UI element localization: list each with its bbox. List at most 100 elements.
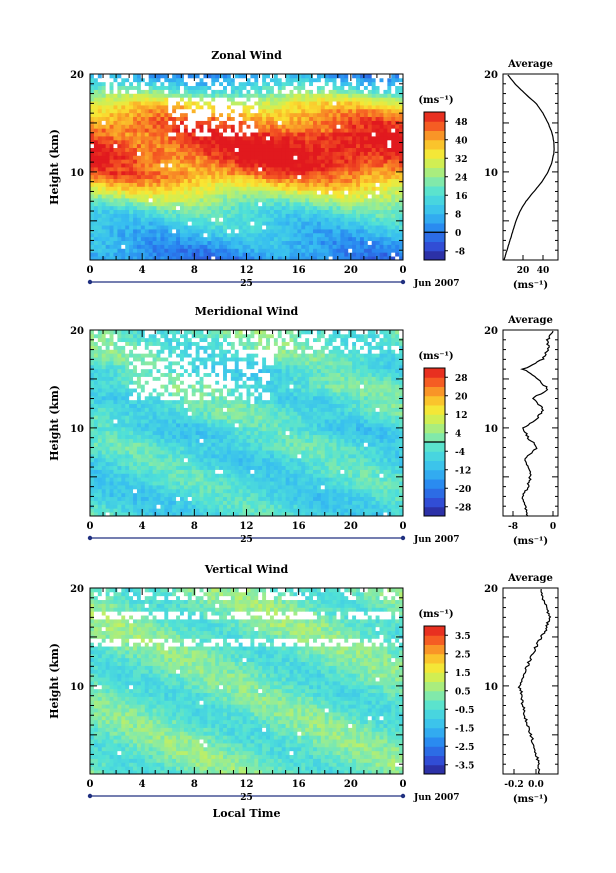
date-bar-start <box>87 279 93 285</box>
y-axis-label: Height (km) <box>48 129 61 205</box>
colorbar-tick-label: 40 <box>455 136 468 146</box>
colorbar-tick-label: 0 <box>455 229 461 239</box>
colorbar-frame <box>423 625 446 775</box>
date-bar-start <box>87 535 93 541</box>
average-panel: Average 10 20 20 40 (ms⁻¹) <box>484 59 559 291</box>
colorbar-tick-label: -20 <box>455 485 471 495</box>
colorbar-unit: (ms⁻¹) <box>418 95 453 106</box>
x-tick-label: 20 <box>344 521 358 532</box>
avg-y-tick-label: 10 <box>484 168 498 179</box>
x-tick-label: 0 <box>400 779 407 790</box>
date-label: Jun 2007 <box>413 793 460 803</box>
avg-y-tick-label: 20 <box>484 584 498 595</box>
avg-x-tick-label: -0.2 <box>504 780 523 790</box>
heatmap-cells <box>90 330 404 517</box>
colorbar-tick-label: -4 <box>455 448 465 458</box>
average-frame <box>502 73 559 261</box>
colorbar-tick-label: 8 <box>455 210 461 220</box>
average-profile-line <box>517 588 552 775</box>
colorbar-tick-label: 20 <box>455 392 468 402</box>
colorbar-tick-label: 2.5 <box>455 650 471 660</box>
avg-x-tick-label: 0 <box>550 522 556 532</box>
x-tick-label: 16 <box>292 521 306 532</box>
x-tick-label: 4 <box>139 521 146 532</box>
colorbar-frame <box>423 111 446 261</box>
x-tick-label: 12 <box>240 265 254 276</box>
colorbar-tick-label: -8 <box>455 247 465 257</box>
avg-y-tick-label: 20 <box>484 326 498 337</box>
panel-1: Meridional Wind 10 20 Height (km) 0 4 8 12 16 20 0… <box>48 305 559 547</box>
colorbar-tick-label: -3.5 <box>455 761 474 771</box>
average-title: Average <box>507 573 553 584</box>
panel-2: Vertical Wind 10 20 Height (km) 0 4 8 12 16 20 0 25… <box>48 563 559 820</box>
x-tick-label: 8 <box>191 521 198 532</box>
y-tick-label: 10 <box>70 168 84 179</box>
avg-x-tick-label: 20 <box>517 266 530 276</box>
y-axis-label: Height (km) <box>48 385 61 461</box>
colorbar-tick-label: 28 <box>455 374 468 384</box>
x-tick-label: 0 <box>87 779 94 790</box>
average-panel: Average 10 20 -8 0(ms⁻¹) <box>484 315 559 547</box>
x-tick-label: 8 <box>191 265 198 276</box>
colorbar: 28 20 12 4 -4 -12 -20 -28 (ms⁻¹) <box>418 351 471 517</box>
y-tick-label: 20 <box>70 70 84 81</box>
chart-title: Meridional Wind <box>195 305 299 318</box>
chart-title: Zonal Wind <box>211 49 282 62</box>
y-tick-label: 20 <box>70 584 84 595</box>
avg-x-tick-label: 0.0 <box>528 780 544 790</box>
date-day: 25 <box>240 535 253 545</box>
colorbar-tick-label: -12 <box>455 466 471 476</box>
x-tick-label: 0 <box>87 521 94 532</box>
colorbar-tick-label: -0.5 <box>455 706 474 716</box>
average-profile-line <box>503 74 555 261</box>
colorbar-tick-label: 4 <box>455 429 461 439</box>
average-profile-line <box>520 330 554 517</box>
colorbar-tick-label: 12 <box>455 411 468 421</box>
date-day: 25 <box>240 279 253 289</box>
x-tick-label: 4 <box>139 265 146 276</box>
average-title: Average <box>507 315 553 326</box>
panel-0: Zonal Wind 10 20 Height (km) 0 4 8 12 16 20 0 25 Jun… <box>48 49 559 291</box>
colorbar-tick-label: 24 <box>455 173 468 183</box>
avg-x-label: (ms⁻¹) <box>513 536 548 547</box>
date-label: Jun 2007 <box>413 535 460 545</box>
colorbar-tick-label: -1.5 <box>455 724 474 734</box>
x-tick-label: 4 <box>139 779 146 790</box>
chart-title: Vertical Wind <box>204 563 289 576</box>
colorbar: 48 40 32 24 16 8 0 -8 (ms⁻¹) <box>418 95 468 261</box>
x-tick-label: 0 <box>87 265 94 276</box>
x-tick-label: 12 <box>240 521 254 532</box>
y-tick-label: 10 <box>70 424 84 435</box>
heatmap-cells <box>90 74 404 261</box>
colorbar-tick-label: 3.5 <box>455 632 471 642</box>
heatmap-cells <box>90 588 404 775</box>
colorbar: 3.5 2.5 1.5 0.5 -0.5 -1.5 -2.5 -3.5 (ms⁻¹) <box>418 609 474 775</box>
date-label: Jun 2007 <box>413 279 460 289</box>
colorbar-unit: (ms⁻¹) <box>418 351 453 362</box>
date-bar-end <box>400 279 406 285</box>
colorbar-tick-label: -28 <box>455 503 471 513</box>
colorbar-tick-label: 0.5 <box>455 687 471 697</box>
average-title: Average <box>507 59 553 70</box>
x-tick-label: 0 <box>400 521 407 532</box>
colorbar-unit: (ms⁻¹) <box>418 609 453 620</box>
avg-x-tick-label: -8 <box>508 522 518 532</box>
avg-y-tick-label: 10 <box>484 682 498 693</box>
date-bar-start <box>87 793 93 799</box>
avg-x-label: (ms⁻¹) <box>513 280 548 291</box>
x-tick-label: 8 <box>191 779 198 790</box>
avg-x-label: (ms⁻¹) <box>513 794 548 805</box>
x-axis-label: Local Time <box>213 807 281 820</box>
colorbar-tick-label: -2.5 <box>455 743 474 753</box>
y-tick-label: 10 <box>70 682 84 693</box>
x-tick-label: 20 <box>344 779 358 790</box>
y-tick-label: 20 <box>70 326 84 337</box>
x-tick-label: 12 <box>240 779 254 790</box>
date-bar-end <box>400 535 406 541</box>
colorbar-tick-label: 16 <box>455 192 468 202</box>
average-panel: Average 10 20 -0.2 0.0 (ms⁻¹) <box>484 573 559 805</box>
date-day: 25 <box>240 793 253 803</box>
x-tick-label: 20 <box>344 265 358 276</box>
colorbar-tick-label: 32 <box>455 155 468 165</box>
